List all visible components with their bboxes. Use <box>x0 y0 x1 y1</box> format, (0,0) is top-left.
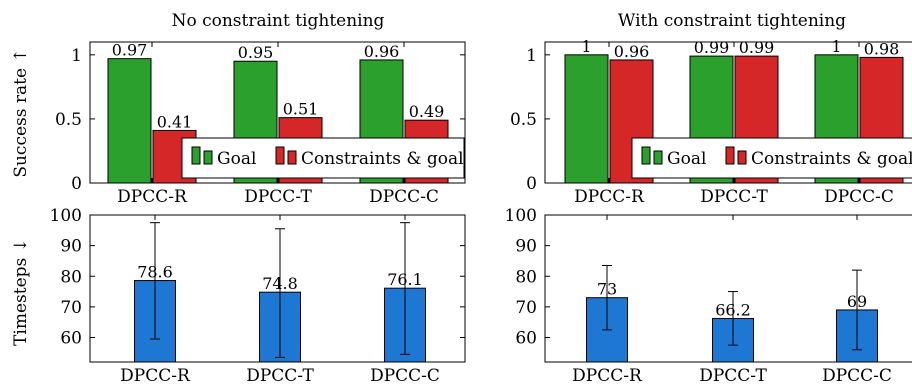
row-label-success-rate: Success rate ↑ <box>11 48 31 177</box>
y-tick-label: 100 <box>505 206 537 226</box>
panel-timesteps-no-tightening: 60 70 80 90 100 DPCC-R DPCC-T DPCC-C 78.6 74.8 76.… <box>50 206 466 386</box>
data-label-timesteps: 74.8 <box>262 274 298 293</box>
legend-swatch-constraints-goal <box>725 146 735 165</box>
legend-label-constraints-goal: Constraints & goal <box>301 149 464 169</box>
y-tick-label: 0 <box>526 174 537 194</box>
legend-label-goal: Goal <box>667 149 706 169</box>
y-tick-label: 90 <box>60 237 82 257</box>
data-label-goal: 1 <box>831 37 841 56</box>
y-tick-label: 70 <box>60 298 82 318</box>
legend: Goal Constraints & goal <box>181 137 465 179</box>
y-tick-label: 0 <box>71 174 82 194</box>
x-tick-label-dpcc-c: DPCC-C <box>822 366 892 386</box>
y-tick-label: 80 <box>60 267 82 287</box>
bar-goal-dpcc-r <box>107 58 152 184</box>
panel-timesteps-with-tightening: 60 70 80 90 100 DPCC-R DPCC-T DPCC-C 73 66.2 69 <box>505 206 912 386</box>
data-label-constraints-goal: 0.41 <box>157 112 193 131</box>
x-tick-label-dpcc-r: DPCC-R <box>120 366 191 386</box>
y-tick-label: 80 <box>515 267 537 287</box>
x-tick-label-dpcc-c: DPCC-C <box>370 366 440 386</box>
legend-swatch-goal <box>641 146 651 165</box>
data-label-timesteps: 66.2 <box>715 301 751 320</box>
y-tick-label: 90 <box>515 237 537 257</box>
y-tick-label: 0.5 <box>55 110 82 130</box>
data-label-timesteps: 78.6 <box>137 263 173 282</box>
y-tick-label: 70 <box>515 298 537 318</box>
legend-swatch-small-goal <box>653 150 663 165</box>
data-label-constraints-goal: 0.51 <box>283 100 319 119</box>
data-label-goal: 1 <box>581 37 591 56</box>
x-tick-label-dpcc-r: DPCC-R <box>574 187 645 207</box>
legend-swatch-constraints-goal <box>275 146 285 165</box>
legend-box <box>181 137 465 179</box>
x-tick-label-dpcc-r: DPCC-R <box>117 187 188 207</box>
legend-label-constraints-goal: Constraints & goal <box>751 149 912 169</box>
data-label-goal: 0.95 <box>238 43 274 62</box>
column-title-right: With constraint tightening <box>618 11 846 31</box>
legend-box <box>631 137 912 179</box>
data-label-timesteps: 73 <box>597 280 617 299</box>
row-label-timesteps: Timesteps ↓ <box>11 238 31 346</box>
bar-goal-dpcc-r <box>564 54 609 184</box>
legend-label-goal: Goal <box>217 149 256 169</box>
y-tick-label: 1 <box>71 46 82 66</box>
x-tick-label-dpcc-r: DPCC-R <box>572 366 643 386</box>
legend: Goal Constraints & goal <box>631 137 912 179</box>
x-tick-label-dpcc-t: DPCC-T <box>700 187 768 207</box>
data-label-timesteps: 76.1 <box>387 270 423 289</box>
legend-swatch-small-constraints-goal <box>737 150 747 165</box>
column-title-left: No constraint tightening <box>172 11 385 31</box>
data-label-goal: 0.97 <box>112 41 148 60</box>
panel-success-with-tightening: 0 0.5 1 DPCC-R DPCC-T DPCC-C 1 0.99 1 0.96 0.99 0.9… <box>510 37 912 207</box>
x-tick-label-dpcc-t: DPCC-T <box>244 187 312 207</box>
legend-swatch-goal <box>191 146 201 165</box>
y-tick-label: 1 <box>526 46 537 66</box>
y-tick-label: 100 <box>50 206 82 226</box>
legend-swatch-small-constraints-goal <box>287 150 297 165</box>
y-tick-label: 0.5 <box>510 110 537 130</box>
y-tick-label: 60 <box>60 329 82 349</box>
data-label-constraints-goal: 0.49 <box>409 102 445 121</box>
data-label-goal: 0.96 <box>364 42 400 61</box>
data-label-constraints-goal: 0.96 <box>614 42 650 61</box>
x-tick-label-dpcc-c: DPCC-C <box>369 187 439 207</box>
data-label-timesteps: 69 <box>847 292 867 311</box>
data-label-constraints-goal: 0.99 <box>739 38 775 57</box>
x-tick-label-dpcc-t: DPCC-T <box>246 366 314 386</box>
legend-swatch-small-goal <box>203 150 213 165</box>
data-label-constraints-goal: 0.98 <box>864 39 900 58</box>
x-tick-label-dpcc-c: DPCC-C <box>824 187 894 207</box>
x-tick-label-dpcc-t: DPCC-T <box>699 366 767 386</box>
y-tick-label: 60 <box>515 329 537 349</box>
data-label-goal: 0.99 <box>694 38 730 57</box>
